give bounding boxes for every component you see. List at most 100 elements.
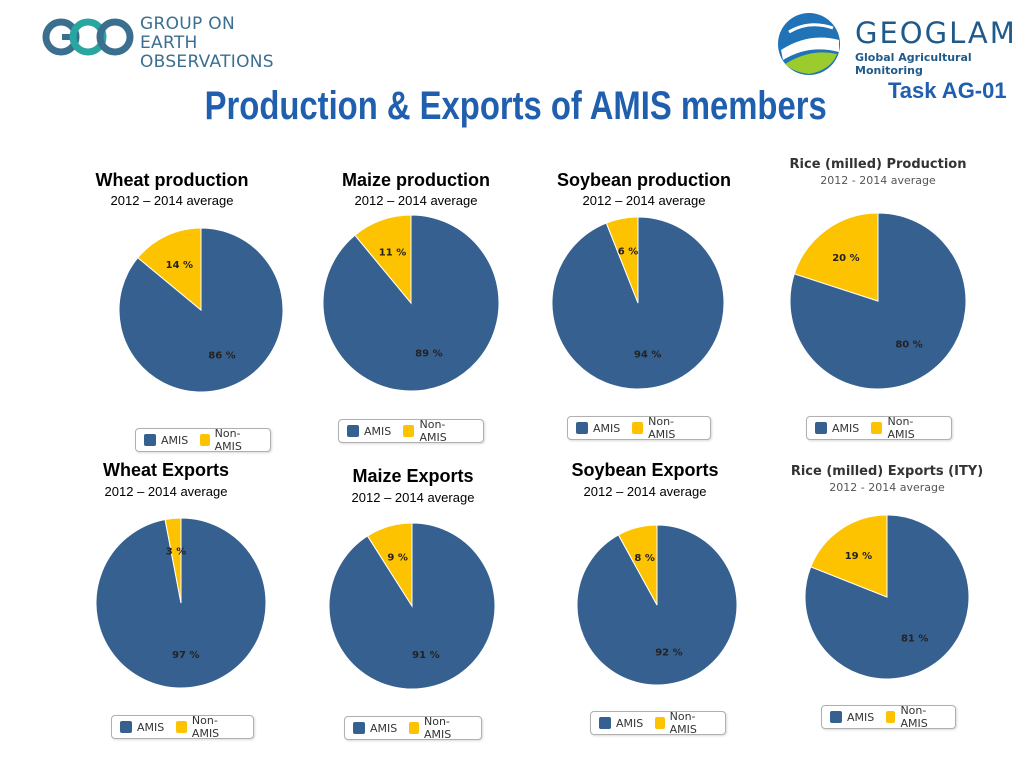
pie-slice-non-amis <box>354 214 412 305</box>
legend-item-non-amis[interactable]: Non-AMIS <box>176 714 239 740</box>
legend-item-amis[interactable]: AMIS <box>830 711 874 724</box>
legend-item-non-amis[interactable]: Non-AMIS <box>886 704 941 730</box>
chart-subtitle: 2012 – 2014 average <box>110 193 234 208</box>
legend-label: AMIS <box>593 421 621 435</box>
geo-logo-line-1: GROUP ON <box>140 14 235 34</box>
geoglam-globe-icon <box>778 13 840 75</box>
chart-title: Wheat Exports <box>102 460 230 480</box>
legend-label: Non-AMIS <box>214 427 242 453</box>
chart-legend: AMIS Non-AMIS <box>111 714 254 740</box>
legend-swatch <box>871 422 883 434</box>
chart-subtitle: 2012 – 2014 average <box>351 490 475 505</box>
chart-legend: AMIS Non-AMIS <box>344 715 482 741</box>
legend-item-non-amis[interactable]: Non-AMIS <box>409 715 467 741</box>
legend-label: AMIS <box>832 421 860 435</box>
chart-legend: AMIS Non-AMIS <box>590 710 726 736</box>
chart-subtitle: 2012 – 2014 average <box>354 193 478 208</box>
data-label-non-amis: 8 % <box>634 553 654 564</box>
legend-label: Non-AMIS <box>900 704 928 730</box>
chart-legend: AMIS Non-AMIS <box>821 704 956 730</box>
data-label-amis: 80 % <box>895 340 922 351</box>
geo-logo-line-2: EARTH OBSERVATIONS <box>140 33 274 72</box>
data-label-non-amis: 20 % <box>832 253 859 264</box>
chart-title: Soybean Exports <box>571 460 719 480</box>
legend-swatch <box>409 722 419 734</box>
chart-legend: AMIS Non-AMIS <box>338 418 484 444</box>
legend-item-amis[interactable]: AMIS <box>347 425 391 438</box>
legend-label: AMIS <box>161 433 189 447</box>
legend-swatch <box>176 721 187 733</box>
legend-item-non-amis[interactable]: Non-AMIS <box>632 415 696 441</box>
legend-item-amis[interactable]: AMIS <box>353 722 397 735</box>
pie-slice-amis <box>322 214 500 392</box>
legend-swatch <box>353 722 365 734</box>
chart-title: Maize Exports <box>352 466 474 486</box>
geo-logo: GROUP ON EARTH OBSERVATIONS <box>40 14 330 72</box>
legend-item-non-amis[interactable]: Non-AMIS <box>871 415 937 441</box>
pie-slice-non-amis <box>617 524 658 606</box>
legend-swatch <box>830 711 842 723</box>
legend-item-amis[interactable]: AMIS <box>576 422 620 435</box>
legend-swatch <box>815 422 827 434</box>
chart-subtitle: 2012 – 2014 average <box>104 484 228 499</box>
data-label-amis: 89 % <box>415 349 442 360</box>
legend-item-non-amis[interactable]: Non-AMIS <box>655 710 711 736</box>
pie-slice-non-amis <box>137 227 202 312</box>
pie-chart: 97 % 3 % <box>95 517 267 689</box>
chart-title: Rice (milled) Exports (ITY) <box>790 464 984 479</box>
pie-chart: 80 % 20 % <box>789 212 967 390</box>
pie-chart: 91 % 9 % <box>328 522 496 690</box>
geo-logo-text: GROUP ON EARTH OBSERVATIONS <box>140 15 330 72</box>
pie-slice-non-amis <box>605 216 639 304</box>
geoglam-subtitle: Global Agricultural Monitoring <box>855 51 972 77</box>
legend-item-amis[interactable]: AMIS <box>144 434 188 447</box>
legend-label: AMIS <box>370 721 398 735</box>
legend-swatch <box>200 434 210 446</box>
pie-chart: 81 % 19 % <box>804 514 970 680</box>
pie-slice-amis <box>328 522 496 690</box>
data-label-non-amis: 11 % <box>379 248 406 259</box>
legend-item-amis[interactable]: AMIS <box>599 717 643 730</box>
geo-logo-icon <box>42 18 134 56</box>
pie-chart: 86 % 14 % <box>118 227 284 393</box>
legend-swatch <box>144 434 156 446</box>
chart-title: Wheat production <box>95 170 249 190</box>
pie-slice-non-amis <box>810 514 888 598</box>
pie-chart: 89 % 11 % <box>322 214 500 392</box>
data-label-non-amis: 19 % <box>845 551 872 562</box>
legend-label: AMIS <box>137 720 165 734</box>
legend-swatch <box>655 717 665 729</box>
pie-slice-amis <box>804 514 970 680</box>
chart-legend: AMIS Non-AMIS <box>567 415 711 441</box>
geoglam-logo: GEOGLAM Global Agricultural Monitoring <box>775 10 1015 78</box>
legend-label: Non-AMIS <box>424 715 452 741</box>
legend-label: AMIS <box>616 716 644 730</box>
data-label-amis: 92 % <box>655 647 682 658</box>
chart-legend: AMIS Non-AMIS <box>135 427 271 453</box>
data-label-non-amis: 3 % <box>166 547 186 558</box>
legend-swatch <box>632 422 644 434</box>
pie-slice-non-amis <box>366 522 413 608</box>
chart-subtitle: 2012 – 2014 average <box>583 484 707 499</box>
legend-label: Non-AMIS <box>419 418 447 444</box>
geoglam-name: GEOGLAM <box>855 16 1017 50</box>
data-label-amis: 81 % <box>901 634 928 645</box>
chart-subtitle: 2012 – 2014 average <box>582 193 706 208</box>
pie-slice-non-amis <box>164 517 182 604</box>
page-title: Production & Exports of AMIS members <box>204 84 827 128</box>
legend-label: Non-AMIS <box>648 415 676 441</box>
data-label-non-amis: 6 % <box>618 247 638 258</box>
legend-swatch <box>576 422 588 434</box>
pie-slice-non-amis <box>793 212 879 302</box>
legend-item-non-amis[interactable]: Non-AMIS <box>403 418 469 444</box>
legend-label: Non-AMIS <box>191 714 220 740</box>
legend-item-amis[interactable]: AMIS <box>120 721 164 734</box>
legend-item-amis[interactable]: AMIS <box>815 422 859 435</box>
chart-subtitle: 2012 - 2014 average <box>829 481 945 494</box>
data-label-non-amis: 14 % <box>166 260 193 271</box>
chart-title: Soybean production <box>556 170 731 190</box>
legend-item-non-amis[interactable]: Non-AMIS <box>200 427 256 453</box>
data-label-amis: 94 % <box>634 350 661 361</box>
legend-label: AMIS <box>364 424 392 438</box>
chart-subtitle: 2012 - 2014 average <box>820 174 936 187</box>
